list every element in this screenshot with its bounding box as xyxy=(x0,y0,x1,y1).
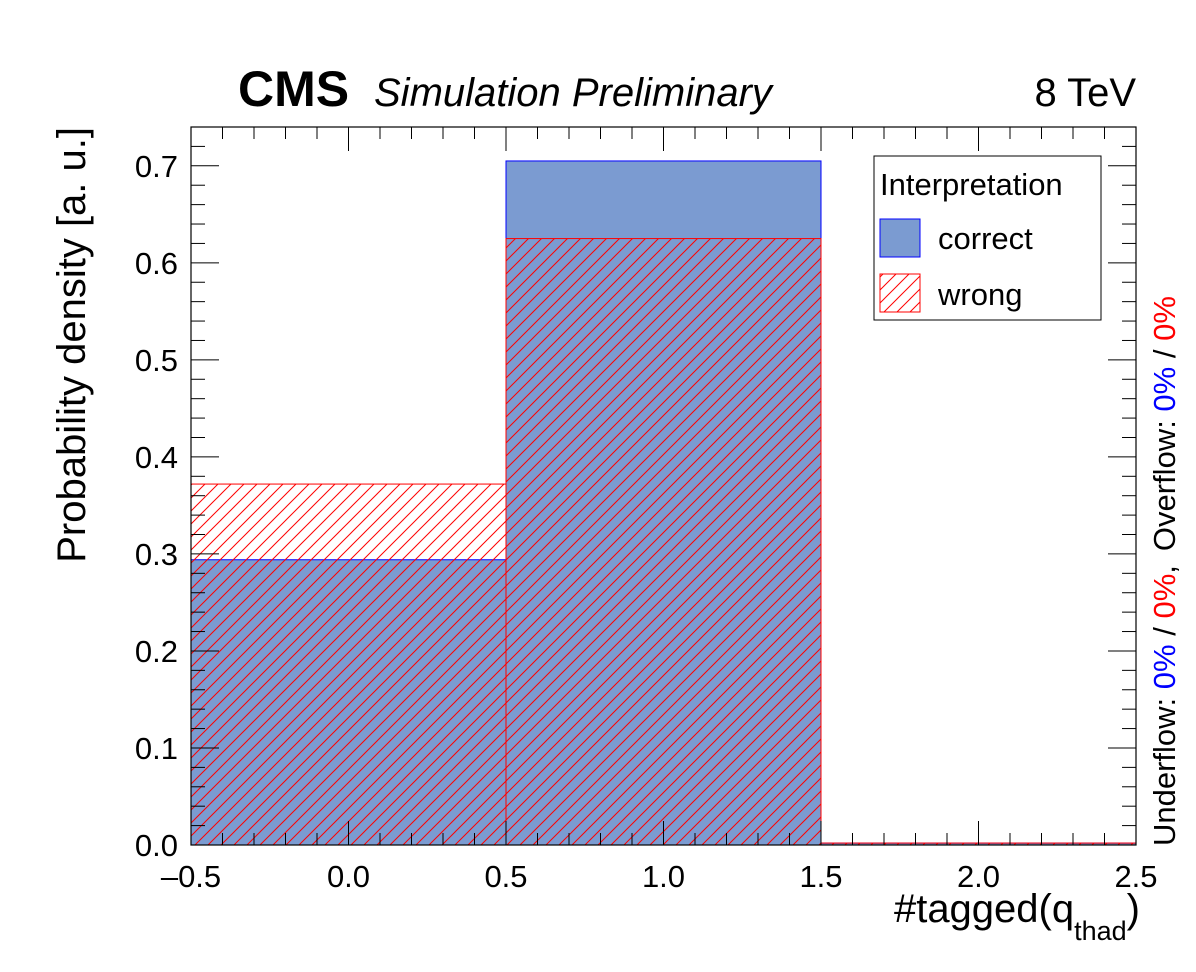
legend-label-correct: correct xyxy=(938,221,1033,256)
y-tick-label: 0.1 xyxy=(135,731,178,766)
legend-title: Interpretation xyxy=(880,167,1063,202)
status-label: Simulation Preliminary xyxy=(374,71,775,115)
overflow-label: Overflow: xyxy=(1147,412,1182,552)
y-tick-labels: 0.0 0.1 0.2 0.3 0.4 0.5 0.6 0.7 xyxy=(135,149,178,863)
cms-label: CMS xyxy=(238,61,349,117)
overflow-wrong-value: 0% xyxy=(1147,296,1182,341)
legend-swatch-correct xyxy=(879,218,921,258)
y-tick-label: 0.4 xyxy=(135,440,178,475)
y-tick-label: 0.7 xyxy=(135,149,178,184)
x-axis-label-subscript: thad xyxy=(1074,916,1127,946)
y-tick-label: 0.6 xyxy=(135,246,178,281)
x-tick-label: 0.5 xyxy=(484,859,527,894)
x-tick-label: 1.0 xyxy=(642,859,685,894)
bar-wrong-bin-0 xyxy=(190,483,507,846)
x-tick-label: –0.5 xyxy=(161,859,221,894)
legend-label-wrong: wrong xyxy=(937,277,1022,312)
underflow-label: Underflow: xyxy=(1147,689,1182,846)
underflow-separator: / xyxy=(1147,619,1182,645)
x-tick-label: 2.5 xyxy=(1114,859,1157,894)
x-axis-label-main: #tagged(q xyxy=(894,887,1074,931)
y-tick-label: 0.2 xyxy=(135,634,178,669)
x-axis-label: #tagged(qthad) xyxy=(894,887,1140,946)
legend: Interpretation correct wrong xyxy=(873,155,1102,321)
x-axis-label-end: ) xyxy=(1127,887,1140,931)
overflow-note: Underflow: 0% / 0%, Overflow: 0% / 0% xyxy=(1147,296,1182,846)
x-tick-label: 1.5 xyxy=(799,859,842,894)
axes-frame xyxy=(190,126,1137,846)
overflow-separator: / xyxy=(1147,341,1182,367)
underflow-wrong-value: 0% xyxy=(1147,574,1182,619)
y-axis-label: Probability density [a. u.] xyxy=(50,127,94,563)
bar-wrong-bin-1 xyxy=(505,238,822,846)
legend-swatch-wrong xyxy=(879,273,921,313)
x-tick-labels: –0.5 0.0 0.5 1.0 1.5 2.0 2.5 xyxy=(161,859,1158,894)
energy-label: 8 TeV xyxy=(1034,71,1136,115)
y-tick-label: 0.3 xyxy=(135,537,178,572)
y-tick-label: 0.5 xyxy=(135,343,178,378)
overflow-correct-value: 0% xyxy=(1147,367,1182,412)
x-tick-label: 0.0 xyxy=(327,859,370,894)
note-comma: , xyxy=(1147,565,1182,574)
bars-layer xyxy=(190,160,1137,846)
x-tick-label: 2.0 xyxy=(957,859,1000,894)
y-tick-label: 0.0 xyxy=(135,828,178,863)
underflow-correct-value: 0% xyxy=(1147,644,1182,689)
